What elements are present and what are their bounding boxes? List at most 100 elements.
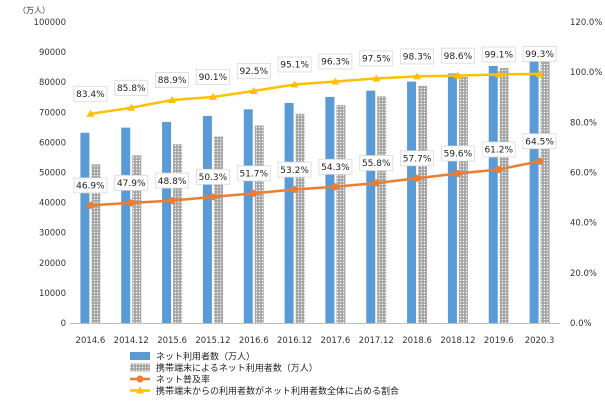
rate-line-point <box>127 199 135 207</box>
rate-line-label: 55.8% <box>362 159 391 169</box>
y-tick-label: 80000 <box>39 78 66 88</box>
bar-net-users <box>243 109 253 323</box>
rate-line-label: 54.3% <box>321 163 350 173</box>
y-tick-label: 50000 <box>39 169 66 179</box>
y-axis-left: 0 10000 20000 30000 40000 50000 60000 70000 8000… <box>34 18 66 329</box>
rate-line-label: 48.8% <box>158 177 187 187</box>
rate-line-label-box <box>481 141 516 158</box>
mobile-share-line-label: 98.6% <box>444 52 473 62</box>
mobile-share-line-point <box>535 69 544 77</box>
x-tick-label: 2016.6 <box>239 336 269 346</box>
lines: 46.9% 47.9% 48.8% 50.3% 51.7% 53.2% 54.3% 55.8%… <box>73 46 557 209</box>
mobile-share-line-point <box>290 80 299 88</box>
mobile-share-line-point <box>249 86 258 94</box>
rate-line-point <box>331 183 339 191</box>
x-tick-label: 2018.6 <box>402 336 432 346</box>
legend-mobile-users-swatch <box>130 363 150 372</box>
rate-line-label-box <box>359 155 394 171</box>
bar-net-users <box>80 132 90 323</box>
rate-line-label: 61.2% <box>484 146 513 156</box>
x-tick-label: 2016.12 <box>277 336 312 346</box>
x-tick-label: 2015.6 <box>157 336 187 346</box>
legend-mobile-users-label: 携帯端末によるネット利用者数（万人） <box>156 362 318 374</box>
y-axis-right: 0.0% 20.0% 40.0% 60.0% 80.0% 100.0% 120.0% <box>570 18 602 329</box>
x-tick-label: 2018.12 <box>440 336 475 346</box>
bar-mobile-users <box>132 155 142 323</box>
mobile-share-line-label-box <box>277 56 312 73</box>
x-axis: 2014.6 2014.12 2015.6 2015.12 2016.6 2016.12 2… <box>70 323 560 346</box>
mobile-share-line-label: 99.1% <box>484 51 513 61</box>
rate-line-label-box <box>400 150 434 167</box>
y2-tick-label: 40.0% <box>570 219 597 229</box>
mobile-share-line-label: 85.8% <box>117 84 146 94</box>
y-tick-label: 0 <box>61 319 66 329</box>
rate-line-point <box>291 186 299 194</box>
mobile-share-line-label: 99.3% <box>525 50 554 60</box>
bar-mobile-users <box>336 105 346 324</box>
rate-line-point <box>495 165 503 173</box>
rate-line-point <box>250 189 258 197</box>
rate-line-point <box>454 170 462 178</box>
rate-line-label-box <box>73 177 108 194</box>
bar-mobile-users <box>377 96 387 323</box>
legend-rate-marker <box>136 375 144 383</box>
mobile-share-line-point <box>127 103 136 111</box>
rate-line-point <box>372 179 380 187</box>
y2-tick-label: 100.0% <box>570 68 602 78</box>
mobile-share-line-label: 83.4% <box>76 90 105 100</box>
bar-mobile-users <box>173 144 183 323</box>
rate-line <box>90 159 540 207</box>
mobile-share-line-point <box>86 109 95 117</box>
y-tick-label: 40000 <box>39 199 66 209</box>
bar-net-users <box>325 96 335 323</box>
mobile-share-line-label: 92.5% <box>239 67 268 77</box>
mobile-share-line-label: 90.1% <box>199 73 228 83</box>
x-tick-label: 2014.6 <box>76 336 106 346</box>
bar-net-users <box>447 73 457 323</box>
mobile-share-line-label-box <box>236 63 271 79</box>
rate-line-label: 51.7% <box>239 170 268 180</box>
mobile-share-line <box>90 72 540 116</box>
y2-tick-label: 0.0% <box>570 319 592 329</box>
rate-line-label-box <box>441 145 475 162</box>
y2-tick-label: 60.0% <box>570 169 597 179</box>
legend-net-users-label: ネット利用者数（万人） <box>156 350 255 362</box>
x-tick-label: 2017.12 <box>359 336 394 346</box>
rate-line-point <box>413 174 421 182</box>
mobile-share-line-label-box <box>155 72 189 88</box>
bar-mobile-users <box>499 68 509 323</box>
y-tick-label: 30000 <box>39 229 66 239</box>
mobile-share-line-label-box <box>73 85 108 102</box>
bar-net-users <box>529 50 539 324</box>
rate-line-label-box <box>114 174 149 191</box>
mobile-share-line-label-box <box>114 79 149 96</box>
bars <box>80 50 550 324</box>
mobile-share-line-point <box>208 92 217 100</box>
x-tick-label: 2017.6 <box>321 336 351 346</box>
mobile-share-line-label-box <box>318 53 353 70</box>
bar-mobile-users <box>458 77 468 323</box>
legend: ネット利用者数（万人）携帯端末によるネット利用者数（万人）ネット普及率携帯端末か… <box>130 350 399 397</box>
y2-tick-label: 80.0% <box>570 118 597 128</box>
mobile-share-line-label: 98.3% <box>403 53 432 63</box>
rate-line-label: 64.5% <box>525 137 554 147</box>
bar-mobile-users <box>295 113 305 324</box>
bar-mobile-users <box>418 85 428 323</box>
mobile-share-line-label-box <box>522 46 557 62</box>
x-tick-label: 2019.6 <box>484 336 514 346</box>
mobile-share-line-label: 96.3% <box>321 58 350 68</box>
mobile-share-line-label-box <box>196 69 230 85</box>
bar-net-users <box>488 65 498 324</box>
mobile-share-line-point <box>331 77 340 85</box>
bar-net-users <box>366 90 376 324</box>
rate-line-label-box <box>196 168 230 185</box>
mobile-share-line-label: 88.9% <box>158 76 187 86</box>
y-tick-label: 10000 <box>39 289 66 299</box>
rate-line-label: 53.2% <box>280 166 309 176</box>
bar-mobile-users <box>91 164 101 323</box>
rate-line-point <box>536 157 544 165</box>
rate-line-point <box>209 193 217 201</box>
y2-tick-label: 120.0% <box>570 18 602 28</box>
rate-line-point <box>168 197 176 205</box>
